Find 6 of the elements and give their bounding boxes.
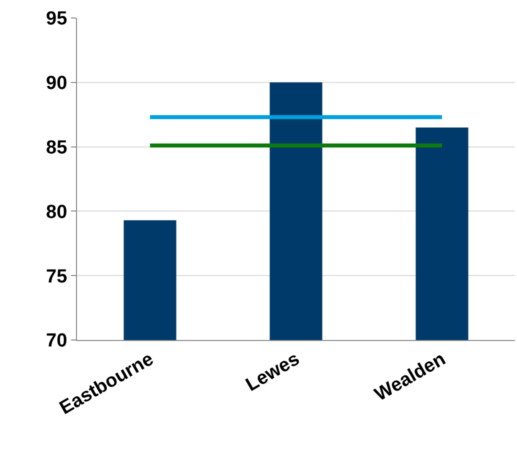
y-tick-label: 95 bbox=[46, 8, 68, 30]
y-tick-label: 70 bbox=[46, 330, 68, 352]
y-tick-label: 85 bbox=[46, 137, 68, 158]
y-tick-label: 90 bbox=[46, 73, 68, 94]
y-tick-label: 80 bbox=[46, 202, 68, 223]
y-tick-label: 75 bbox=[46, 266, 68, 288]
